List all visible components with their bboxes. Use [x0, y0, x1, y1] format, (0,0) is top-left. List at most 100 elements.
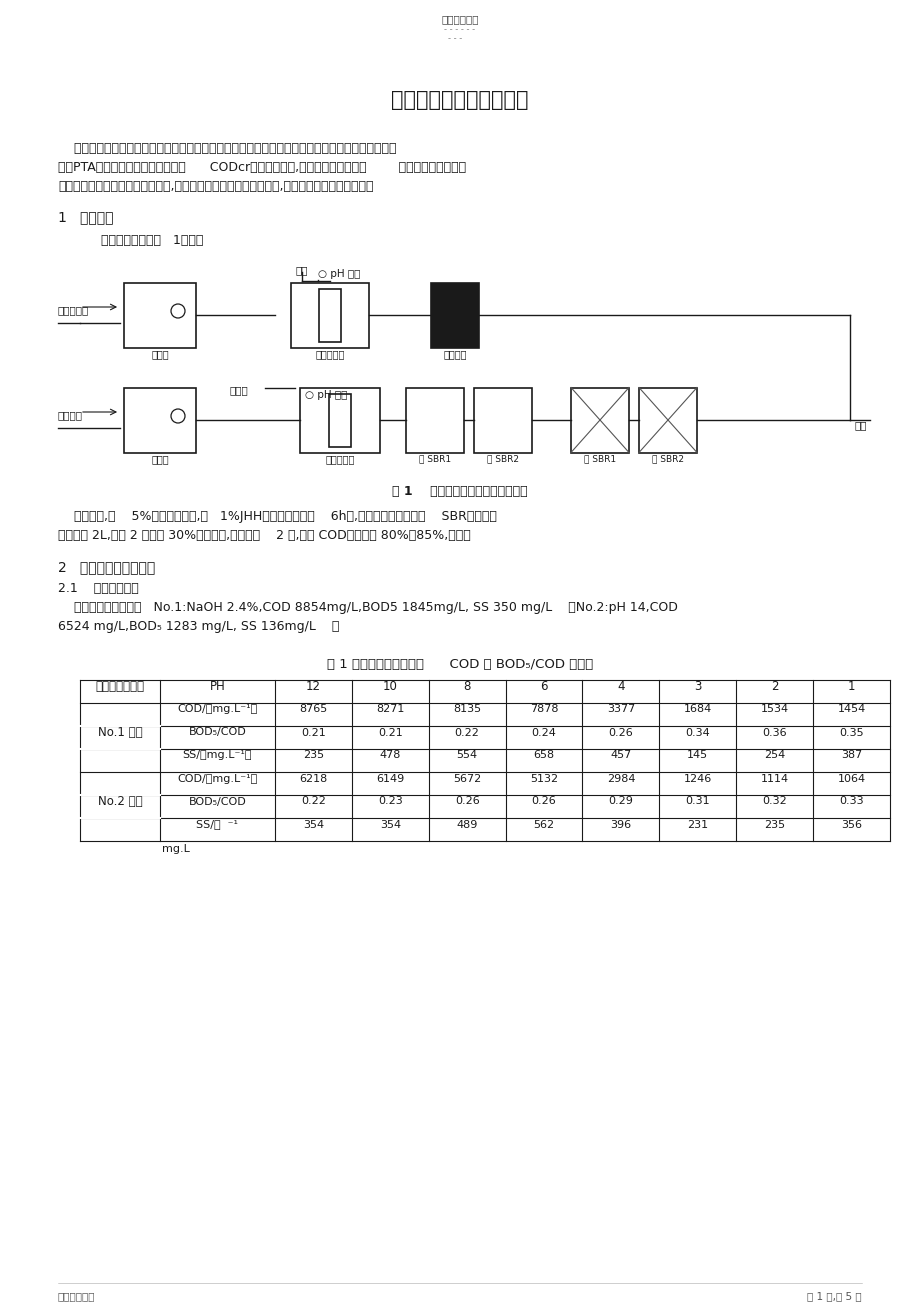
Text: 0.22: 0.22 [301, 796, 325, 807]
Text: 12: 12 [306, 680, 321, 693]
Text: 0.26: 0.26 [531, 796, 556, 807]
Text: 2984: 2984 [606, 774, 634, 783]
Text: 5672: 5672 [452, 774, 481, 783]
Bar [639, 387, 697, 452]
Text: 6524 mg/L,BOD₅ 1283 mg/L, SS 136mg/L    ；: 6524 mg/L,BOD₅ 1283 mg/L, SS 136mg/L ； [58, 620, 339, 633]
Text: 0.34: 0.34 [685, 727, 709, 737]
Text: 2: 2 [770, 680, 777, 693]
Text: 微电解柱: 微电解柱 [443, 349, 466, 360]
Text: 231: 231 [686, 820, 708, 830]
Text: 6: 6 [539, 680, 547, 693]
Text: PH: PH [210, 680, 225, 693]
Text: 集水槽: 集水槽 [151, 349, 168, 360]
Text: SS/（  ⁻¹: SS/（ ⁻¹ [197, 820, 238, 830]
Text: 1: 1 [847, 680, 855, 693]
Text: 集水槽: 集水槽 [151, 455, 168, 464]
Text: 562: 562 [533, 820, 554, 830]
Text: 试验工艺流程如图   1所示；: 试验工艺流程如图 1所示； [85, 235, 203, 248]
Bar [430, 283, 479, 348]
Text: 8271: 8271 [376, 705, 404, 714]
Text: 2   静态试验结果和争论: 2 静态试验结果和争论 [58, 560, 155, 575]
Text: 氧 SBR2: 氧 SBR2 [652, 455, 683, 464]
Text: 氧 SBR1: 氧 SBR1 [584, 455, 616, 464]
Bar [124, 387, 196, 452]
Bar [300, 387, 380, 452]
Text: 2.1    酸析静态试验: 2.1 酸析静态试验 [58, 582, 139, 595]
Text: 1246: 1246 [683, 774, 711, 783]
Text: 235: 235 [764, 820, 785, 830]
Text: 厌 SBR1: 厌 SBR1 [418, 455, 450, 464]
Text: 0.29: 0.29 [607, 796, 632, 807]
Bar [571, 387, 629, 452]
Text: 5132: 5132 [529, 774, 558, 783]
Bar [319, 288, 341, 341]
Text: 8135: 8135 [453, 705, 481, 714]
Text: 名称归纳总结: 名称归纳总结 [58, 1291, 96, 1300]
Text: 3: 3 [693, 680, 701, 693]
Text: 活性污泥 2L,其中 2 槽悬挂 30%软性填料,污泥驯化    2 周,周期 COD去除率约 80%～85%,待用；: 活性污泥 2L,其中 2 槽悬挂 30%软性填料,污泥驯化 2 周,周期 COD… [58, 529, 471, 542]
Text: 489: 489 [456, 820, 477, 830]
Bar [405, 387, 463, 452]
Text: 1   试验工艺: 1 试验工艺 [58, 210, 113, 224]
Text: 0.26: 0.26 [454, 796, 479, 807]
Text: 4: 4 [617, 680, 624, 693]
Bar [473, 387, 531, 452]
Text: 6149: 6149 [376, 774, 404, 783]
Text: 7878: 7878 [529, 705, 558, 714]
Text: 356: 356 [840, 820, 861, 830]
Text: COD/（mg.L⁻¹）: COD/（mg.L⁻¹） [177, 774, 257, 783]
Text: 取镀铁屑,用    5%盐酸浸泡清洗,加   1%JHH活化剂溶液浸泡    6h后,装入微电解柱待用；    SBR槽各投加: 取镀铁屑,用 5%盐酸浸泡清洗,加 1%JHH活化剂溶液浸泡 6h后,装入微电解… [58, 509, 496, 523]
Text: 碱减量废水处理技术争论: 碱减量废水处理技术争论 [391, 90, 528, 109]
Text: 3377: 3377 [607, 705, 634, 714]
Text: 1454: 1454 [836, 705, 865, 714]
Text: 0.21: 0.21 [301, 727, 325, 737]
Text: 457: 457 [609, 751, 630, 761]
Text: 0.22: 0.22 [454, 727, 479, 737]
Text: 0.24: 0.24 [531, 727, 556, 737]
Text: 沉淀沉淀槽: 沉淀沉淀槽 [325, 455, 355, 464]
Text: 8: 8 [463, 680, 471, 693]
Text: No.2 废水: No.2 废水 [97, 795, 142, 808]
Text: 酸析沉淀槽: 酸析沉淀槽 [315, 349, 345, 360]
Text: 1534: 1534 [760, 705, 788, 714]
Text: 387: 387 [840, 751, 861, 761]
Text: mg.L: mg.L [162, 844, 189, 853]
Text: 354: 354 [380, 820, 401, 830]
Text: 水质：碱减量废水，   No.1:NaOH 2.4%,COD 8854mg/L,BOD5 1845mg/L, SS 350 mg/L    ；No.2:pH 1: 水质：碱减量废水， No.1:NaOH 2.4%,COD 8854mg/L,BO… [58, 601, 677, 614]
Text: 0.26: 0.26 [607, 727, 632, 737]
Text: 6218: 6218 [299, 774, 327, 783]
Text: BOD₅/COD: BOD₅/COD [188, 727, 246, 737]
Text: 碱减量废水: 碱减量废水 [58, 305, 89, 315]
Text: 0.21: 0.21 [378, 727, 403, 737]
Text: 1684: 1684 [683, 705, 711, 714]
Text: 量，PTA溶入碱液中；碱减量废水中      CODcr和碱含量极高,给废水处理增加难度        ；本文提出一种应用: 量，PTA溶入碱液中；碱减量废水中 CODcr和碱含量极高,给废水处理增加难度 … [58, 162, 466, 175]
Text: 0.32: 0.32 [762, 796, 787, 807]
Text: 碱减量废水试验: 碱减量废水试验 [96, 680, 144, 693]
Text: ○ pH 监控: ○ pH 监控 [318, 268, 360, 279]
Text: 8765: 8765 [299, 705, 327, 714]
Text: No.1 废水: No.1 废水 [97, 726, 142, 739]
Text: 354: 354 [302, 820, 323, 830]
Text: 0.35: 0.35 [838, 727, 863, 737]
Text: 554: 554 [456, 751, 477, 761]
Text: 工业废料的碱减量废水处理新技术,试验争论说明有效、牟量、廉价,适合印染碱减量废水处理；: 工业废料的碱减量废水处理新技术,试验争论说明有效、牟量、廉价,适合印染碱减量废水… [58, 180, 373, 193]
Text: 145: 145 [686, 751, 708, 761]
Text: 表 1 碱减量废水酸析点对      COD 和 BOD₅/COD 的影响: 表 1 碱减量废水酸析点对 COD 和 BOD₅/COD 的影响 [326, 658, 593, 671]
Text: 第 1 页,共 5 页: 第 1 页,共 5 页 [807, 1291, 861, 1300]
Text: 图 1    碱减量废水处理实验工艺流程: 图 1 碱减量废水处理实验工艺流程 [391, 485, 528, 498]
Text: 排水: 排水 [854, 420, 867, 430]
Text: 254: 254 [764, 751, 785, 761]
Text: 396: 396 [609, 820, 630, 830]
Text: 0.31: 0.31 [685, 796, 709, 807]
Text: SS/（mg.L⁻¹）: SS/（mg.L⁻¹） [183, 751, 252, 761]
Text: 1114: 1114 [760, 774, 788, 783]
Text: 658: 658 [533, 751, 554, 761]
Text: 10: 10 [382, 680, 397, 693]
Text: 235: 235 [302, 751, 323, 761]
Text: - - -: - - - [448, 34, 461, 43]
Text: BOD₅/COD: BOD₅/COD [188, 796, 246, 807]
Text: 1064: 1064 [836, 774, 865, 783]
Text: 0.33: 0.33 [838, 796, 863, 807]
Bar [124, 283, 196, 348]
Text: 0.36: 0.36 [762, 727, 786, 737]
